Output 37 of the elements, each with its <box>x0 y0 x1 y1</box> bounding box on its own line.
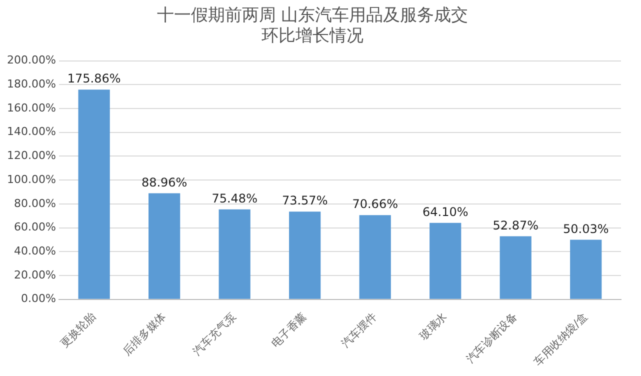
bar <box>430 222 462 299</box>
bar <box>359 215 391 299</box>
data-label: 64.10% <box>422 205 468 220</box>
x-tick-label: 汽车诊断设备 <box>464 310 520 366</box>
x-tick-label: 玻璃水 <box>416 310 450 343</box>
y-tick-label: 100.00% <box>6 172 56 186</box>
x-tick-label: 更换轮胎 <box>58 310 98 350</box>
x-tick-label: 汽车摆件 <box>338 310 380 350</box>
bar <box>218 209 250 299</box>
x-tick-label: 后排多媒体 <box>120 310 168 358</box>
data-label: 88.96% <box>141 175 188 190</box>
x-tick-label: 车用收纳袋/盒 <box>532 310 590 368</box>
y-tick-label: 60.00% <box>14 220 56 234</box>
bar <box>289 212 321 299</box>
data-label: 70.66% <box>352 197 398 212</box>
y-tick-label: 80.00% <box>14 196 56 210</box>
data-label: 50.03% <box>562 222 609 236</box>
data-label: 75.48% <box>212 191 258 206</box>
y-tick-label: 140.00% <box>6 125 56 138</box>
bar <box>78 90 110 299</box>
bar <box>148 193 180 299</box>
y-tick-label: 20.00% <box>14 268 56 282</box>
y-tick-label: 120.00% <box>6 149 56 162</box>
y-tick-label: 160.00% <box>6 101 56 114</box>
x-tick-label: 电子香薰 <box>268 310 309 350</box>
x-tick-label: 汽车充气泵 <box>190 310 239 358</box>
bar <box>570 240 602 299</box>
bar <box>500 236 532 299</box>
data-label: 73.57% <box>282 194 328 208</box>
chart-subtitle: 环比增长情况 <box>262 26 364 46</box>
data-label: 175.86% <box>67 72 121 86</box>
y-tick-label: 0.00% <box>20 292 56 306</box>
y-tick-label: 40.00% <box>14 244 56 258</box>
y-tick-label: 180.00% <box>6 78 56 91</box>
y-tick-label: 200.00% <box>6 54 56 67</box>
data-label: 52.87% <box>492 218 538 232</box>
chart-title: 十一假期前两周 山东汽车用品及服务成交 <box>156 6 468 26</box>
